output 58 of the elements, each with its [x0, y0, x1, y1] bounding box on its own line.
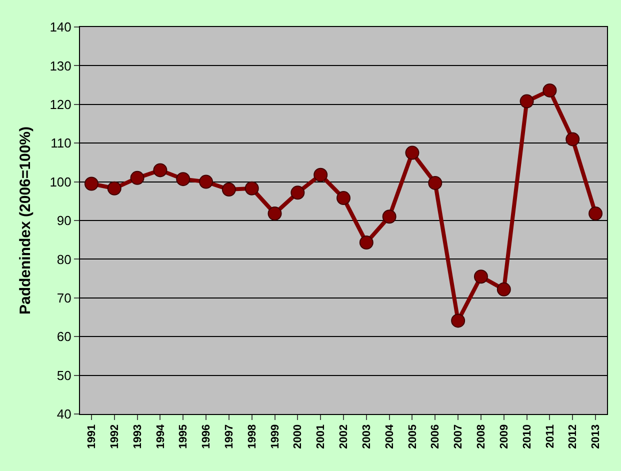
- point: [382, 210, 396, 224]
- y-tick-label: 50: [56, 368, 72, 383]
- point: [451, 314, 466, 328]
- point: [244, 181, 259, 196]
- point: [566, 132, 580, 146]
- point: [428, 176, 442, 190]
- x-tick-label: 2010: [521, 424, 534, 449]
- y-tick-label: 140: [50, 20, 72, 35]
- x-tick-label: 1997: [224, 424, 236, 449]
- x-tick-label: 1992: [108, 424, 121, 449]
- x-tick-label: 2005: [406, 424, 419, 449]
- x-tick-label: 1995: [178, 424, 190, 449]
- y-tick-label: 60: [56, 329, 72, 344]
- point: [588, 206, 603, 221]
- x-tick-label: 2001: [315, 424, 328, 449]
- point: [405, 146, 420, 160]
- x-tick-label: 1991: [86, 424, 98, 449]
- y-axis-title: Paddenindex (2006=100%): [16, 126, 34, 315]
- x-tick-label: 2003: [360, 424, 373, 449]
- x-tick-label: 2013: [590, 424, 602, 449]
- point: [542, 83, 557, 98]
- y-tick-label: 100: [50, 174, 72, 190]
- y-tick-label: 110: [50, 136, 72, 151]
- x-tick-label: 1993: [132, 424, 144, 449]
- x-tick-label: 1996: [200, 424, 213, 449]
- point: [153, 163, 168, 178]
- point: [222, 182, 236, 197]
- x-tick-label: 2008: [476, 424, 488, 449]
- x-tick-label: 2000: [292, 424, 304, 449]
- x-tick-label: 2006: [430, 424, 442, 449]
- x-tick-label: 2009: [498, 424, 510, 449]
- point: [84, 176, 98, 191]
- y-tick-label: 80: [56, 252, 72, 267]
- point: [314, 168, 328, 182]
- y-tick-label: 120: [50, 96, 72, 112]
- point: [176, 172, 190, 186]
- x-tick-label: 2011: [544, 424, 556, 448]
- point: [290, 186, 305, 200]
- x-tick-label: 2007: [452, 424, 465, 449]
- x-tick-label: 2002: [338, 424, 350, 449]
- point: [268, 206, 282, 221]
- y-tick-label: 130: [50, 58, 72, 74]
- point: [520, 94, 534, 108]
- y-tick-label: 70: [56, 290, 72, 306]
- point: [474, 270, 488, 284]
- point: [199, 174, 214, 189]
- x-tick-label: 1994: [154, 424, 167, 449]
- point: [336, 191, 350, 206]
- x-tick-label: 2004: [384, 424, 396, 449]
- point: [496, 282, 511, 296]
- point: [130, 170, 144, 185]
- x-tick-label: 2012: [567, 424, 580, 449]
- point: [107, 181, 122, 196]
- y-tick-label: 40: [56, 406, 72, 422]
- y-tick-label: 90: [56, 213, 72, 228]
- point: [359, 236, 374, 250]
- x-tick-label: 1998: [246, 424, 258, 449]
- x-tick-label: 1999: [269, 424, 282, 449]
